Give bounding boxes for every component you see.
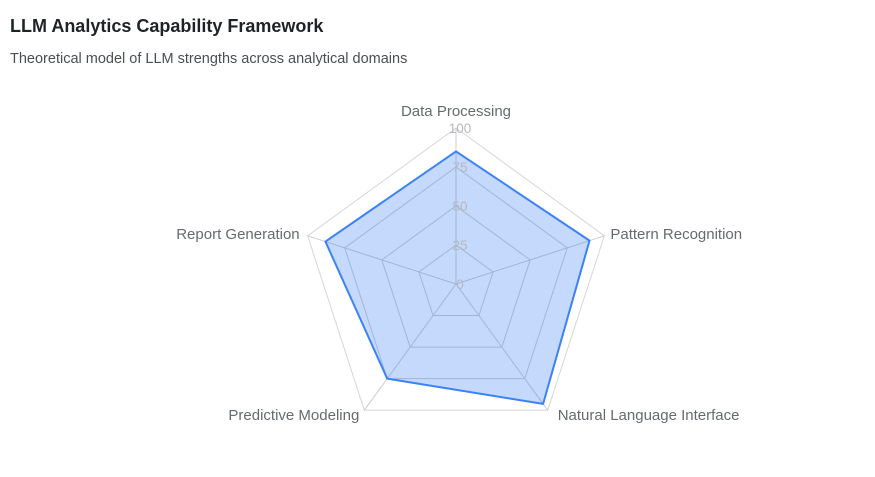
- spoke-line: [307, 235, 457, 285]
- chart-subtitle: Theoretical model of LLM strengths acros…: [10, 51, 408, 67]
- tick-label: 75: [452, 160, 467, 175]
- radar-series: [324, 150, 591, 405]
- grid-ring-25: [418, 244, 494, 317]
- grid-ring-100: [307, 127, 605, 411]
- series-area: [324, 150, 591, 405]
- grid-ring-75: [344, 166, 568, 380]
- spoke-line: [455, 283, 549, 411]
- tick-label: 100: [449, 121, 472, 136]
- axis-label: Data Processing: [401, 103, 511, 120]
- spoke-line: [363, 283, 457, 411]
- tick-label: 50: [452, 199, 467, 214]
- radar-grid: [307, 127, 605, 411]
- radial-tick-labels: 0 25 50 75 100: [449, 121, 472, 292]
- axis-label: Natural Language Interface: [558, 407, 740, 424]
- axis-labels: Data Processing Pattern Recognition Natura…: [176, 103, 742, 424]
- axis-label: Report Generation: [176, 226, 299, 243]
- axis-label: Pattern Recognition: [610, 226, 742, 243]
- grid-ring-50: [381, 205, 531, 348]
- chart-header: LLM Analytics Capability Framework Theor…: [10, 16, 407, 67]
- chart-title: LLM Analytics Capability Framework: [10, 16, 324, 36]
- axis-label: Predictive Modeling: [228, 407, 359, 424]
- tick-label: 25: [452, 238, 467, 253]
- spoke-line: [455, 235, 605, 285]
- tick-label: 0: [456, 277, 464, 292]
